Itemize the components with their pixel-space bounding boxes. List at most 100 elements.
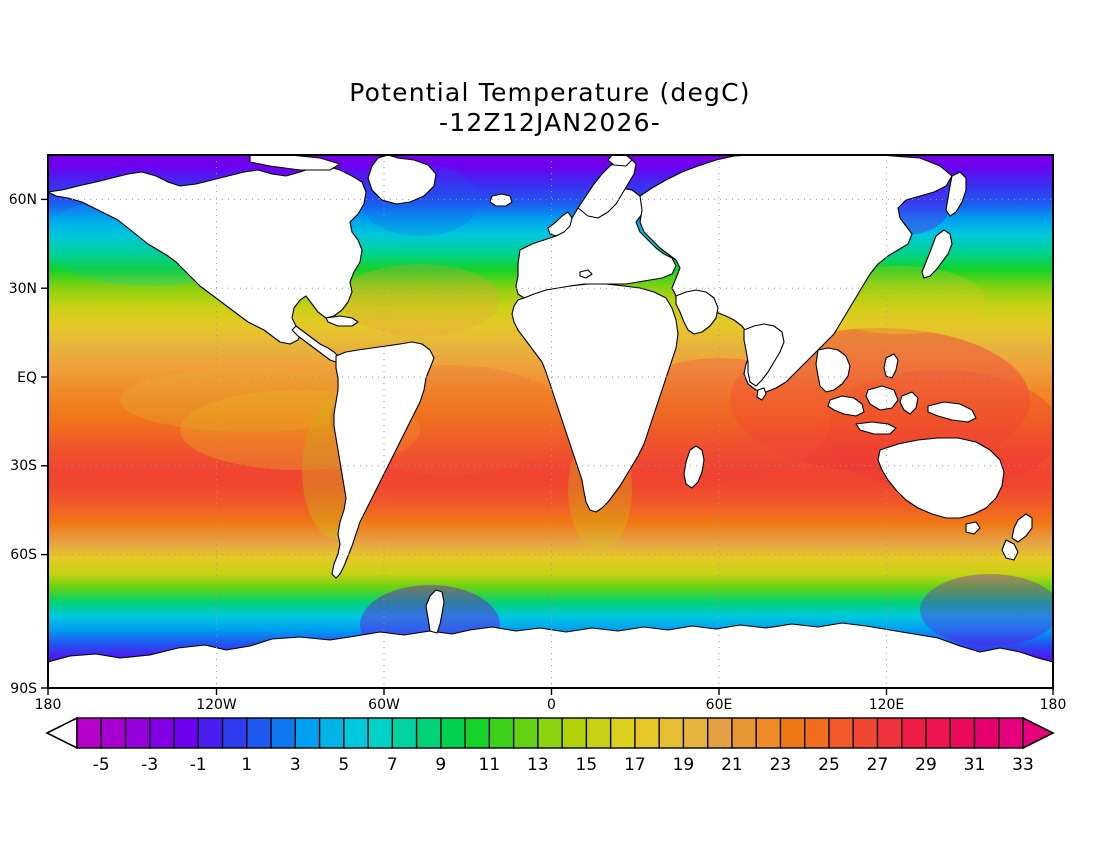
colorbar-cell[interactable] — [221, 717, 248, 749]
land-svalbard — [607, 155, 633, 167]
colorbar-cell[interactable] — [682, 717, 709, 749]
colorbar-cell[interactable] — [124, 717, 151, 749]
land-antarctica — [48, 622, 1053, 688]
colorbar-cell[interactable] — [246, 717, 273, 749]
colorbar-cell[interactable] — [343, 717, 370, 749]
colorbar-cell[interactable] — [391, 717, 418, 749]
colorbar-cell[interactable] — [415, 717, 442, 749]
land-arabia — [675, 289, 719, 335]
land-philippines — [883, 353, 899, 379]
colorbar-cell[interactable] — [173, 717, 200, 749]
land-new-zealand — [1011, 513, 1033, 543]
colorbar-cell[interactable] — [949, 717, 976, 749]
colorbar-cell[interactable] — [367, 717, 394, 749]
colorbar-cell[interactable] — [828, 717, 855, 749]
page-subtitle: -12Z12JAN2026- — [439, 108, 661, 137]
colorbar-cell[interactable] — [100, 717, 127, 749]
land-sri-lanka — [756, 387, 767, 401]
colorbar-cell[interactable] — [634, 717, 661, 749]
colorbar-cell[interactable] — [609, 717, 637, 749]
x-tick-label: 120E — [869, 697, 905, 713]
colorbar-cell[interactable] — [76, 717, 103, 749]
y-tick-label: 30S — [10, 458, 37, 474]
colorbar-tick-label: 1 — [241, 755, 252, 775]
x-tick-label: 120W — [196, 697, 237, 713]
colorbar-cell[interactable] — [585, 717, 612, 749]
land-british-isles — [547, 211, 573, 237]
y-tick-label: 30N — [9, 281, 37, 297]
colorbar-tick-label: 25 — [818, 755, 840, 775]
colorbar-cell[interactable] — [149, 717, 176, 749]
title-block: Potential Temperature (degC) -12Z12JAN20… — [0, 78, 1100, 138]
x-axis-labels: 180 120W 60W 0 60E 120E 180 — [35, 697, 1067, 713]
colorbar-tick-label: 5 — [338, 755, 349, 775]
land-greenland — [367, 155, 437, 205]
colorbar-tick-label: 7 — [387, 755, 398, 775]
x-tick-label: 0 — [547, 697, 556, 713]
colorbar-cell[interactable] — [755, 717, 782, 749]
colorbar-tick-label: 29 — [915, 755, 937, 775]
colorbar-tick-label: 31 — [964, 755, 986, 775]
colorbar-cell[interactable] — [197, 717, 224, 749]
x-tick-label: 60W — [368, 697, 400, 713]
colorbar-tick-label: -1 — [190, 755, 207, 775]
land-scandinavia — [577, 157, 637, 219]
colorbar-tick-label: 3 — [290, 755, 301, 775]
colorbar-cell[interactable] — [706, 717, 734, 749]
y-tick-label: 90S — [10, 681, 37, 697]
colorbar-cell[interactable] — [925, 717, 952, 749]
colorbar-under-arrow[interactable] — [45, 716, 78, 750]
colorbar-tick-label: -5 — [93, 755, 110, 775]
colorbar-tick-label: 19 — [673, 755, 695, 775]
colorbar-cell[interactable] — [876, 717, 903, 749]
land-mediterranean-islands — [579, 269, 593, 279]
land-australia — [877, 437, 1005, 519]
y-tick-label: 60N — [9, 192, 37, 208]
land-indochina — [815, 347, 851, 393]
y-axis-labels: 60N 30N EQ 30S 60S 90S — [9, 192, 37, 697]
colorbar-cell[interactable] — [512, 717, 539, 749]
colorbar-cell[interactable] — [440, 717, 467, 749]
land-borneo — [865, 385, 899, 411]
colorbar-cell[interactable] — [561, 717, 588, 749]
colorbar-cell[interactable] — [731, 717, 758, 749]
land-india — [743, 323, 785, 387]
land-sumatra — [827, 395, 865, 417]
land-antarctic-peninsula — [425, 589, 445, 634]
colorbar-cell[interactable] — [852, 717, 879, 749]
colorbar-cell[interactable] — [464, 717, 491, 749]
x-tick-label: 60E — [706, 697, 733, 713]
landmass-layer — [48, 155, 1053, 688]
colorbar-tick-label: 27 — [867, 755, 889, 775]
land-kamchatka — [945, 171, 967, 217]
colorbar-cell[interactable] — [537, 717, 564, 749]
land-africa — [511, 283, 679, 513]
colorbar-cell[interactable] — [658, 717, 685, 749]
colorbar[interactable]: -5 -3 -1 1 3 5 7 9 11 13 15 17 19 21 23 25 27 29 31 33 — [45, 716, 1055, 775]
axis-ticks — [41, 198, 1054, 695]
land-iceland — [489, 193, 513, 207]
colorbar-tick-label: -3 — [141, 755, 158, 775]
colorbar-cell[interactable] — [270, 717, 297, 749]
land-cuba — [325, 315, 359, 327]
gridlines — [48, 155, 1053, 688]
colorbar-cell[interactable] — [803, 717, 831, 749]
page-title: Potential Temperature (degC) — [349, 78, 751, 107]
y-tick-label: 60S — [10, 547, 37, 563]
colorbar-cell[interactable] — [488, 717, 515, 749]
colorbar-tick-label: 21 — [721, 755, 743, 775]
colorbar-tick-label: 13 — [527, 755, 549, 775]
colorbar-cell[interactable] — [294, 717, 321, 749]
colorbar-tick-label: 11 — [479, 755, 501, 775]
colorbar-cell[interactable] — [318, 717, 345, 749]
land-south-america — [331, 341, 435, 579]
colorbar-over-arrow[interactable] — [1022, 716, 1055, 750]
colorbar-cell[interactable] — [901, 717, 928, 749]
colorbar-cell[interactable] — [779, 717, 806, 749]
colorbar-cell[interactable] — [998, 717, 1025, 749]
colorbar-tick-label: 23 — [770, 755, 792, 775]
y-tick-label: EQ — [17, 370, 37, 386]
colorbar-cell[interactable] — [973, 717, 1000, 749]
